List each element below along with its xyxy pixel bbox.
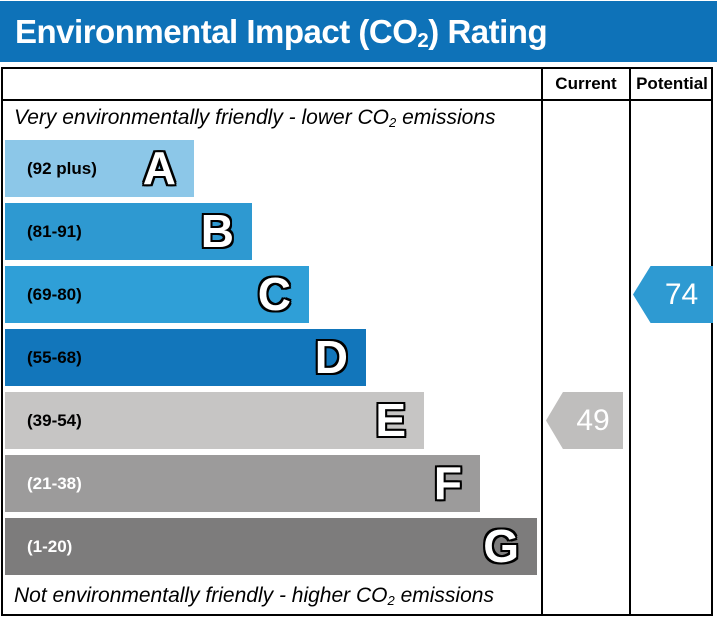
bottom-annotation: Not environmentally friendly - higher CO… xyxy=(14,584,494,608)
potential-rating-pointer: 74 xyxy=(633,266,713,323)
title-bar: Environmental Impact (CO2) Rating xyxy=(0,1,717,62)
current-rating-pointer: 49 xyxy=(546,392,623,449)
bottom-annotation-text: Not environmentally friendly - higher CO xyxy=(14,584,388,607)
band-letter: D xyxy=(314,330,348,383)
epc-band-f: (21-38) F xyxy=(5,455,480,512)
epc-band-d: (55-68) D xyxy=(5,329,366,386)
epc-band-c: (69-80) C xyxy=(5,266,309,323)
epc-band-b: (81-91) B xyxy=(5,203,252,260)
top-annotation-text: Very environmentally friendly - lower CO xyxy=(14,106,390,129)
band-range: (21-38) xyxy=(27,473,82,493)
page-title: Environmental Impact (CO2) Rating xyxy=(0,12,548,52)
epc-band-g: (1-20) G xyxy=(5,518,537,575)
band-range: (39-54) xyxy=(27,410,82,430)
title-prefix: Environmental Impact (CO xyxy=(15,12,418,50)
current-column-divider xyxy=(541,67,543,616)
title-subscript: 2 xyxy=(417,29,429,52)
potential-rating-value: 74 xyxy=(664,277,699,311)
top-annotation-suffix: emissions xyxy=(396,106,496,129)
epc-band-e: (39-54) E xyxy=(5,392,424,449)
band-letter: E xyxy=(375,393,406,446)
potential-column-divider xyxy=(629,67,631,616)
top-annotation: Very environmentally friendly - lower CO… xyxy=(14,106,495,130)
band-letter: G xyxy=(483,519,519,572)
band-letter: F xyxy=(433,456,462,509)
potential-column-header: Potential xyxy=(636,74,708,93)
bottom-annotation-suffix: emissions xyxy=(394,584,494,607)
epc-band-a: (92 plus) A xyxy=(5,140,194,197)
current-rating-value: 49 xyxy=(576,403,610,437)
band-range: (1-20) xyxy=(27,536,73,556)
title-suffix: ) Rating xyxy=(428,12,548,50)
band-range: (55-68) xyxy=(27,347,82,367)
band-range: (81-91) xyxy=(27,221,82,241)
band-range: (92 plus) xyxy=(27,158,97,178)
band-letter: B xyxy=(200,204,234,257)
band-letter: C xyxy=(257,267,291,320)
top-annotation-subscript: 2 xyxy=(389,114,397,130)
bottom-annotation-subscript: 2 xyxy=(387,592,395,608)
current-column-header: Current xyxy=(555,74,617,93)
band-letter: A xyxy=(142,141,176,194)
band-range: (69-80) xyxy=(27,284,82,304)
header-row-divider xyxy=(1,99,713,101)
